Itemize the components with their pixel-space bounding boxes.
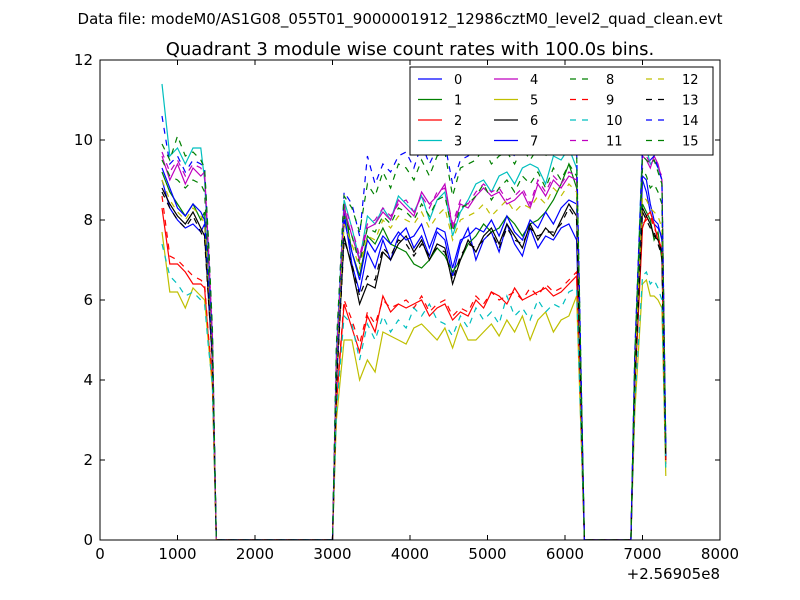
- series-line-2: [161, 207, 667, 540]
- x-tick-label: 7000: [623, 545, 661, 563]
- series-line-4: [161, 154, 667, 540]
- series-line-6: [161, 187, 667, 540]
- series-line-15: [161, 134, 667, 540]
- y-tick-label: 2: [83, 451, 93, 469]
- x-tick-label: 1000: [158, 545, 196, 563]
- data-file-label: Data file: modeM0/AS1G08_055T01_90000019…: [78, 10, 723, 29]
- series-line-5: [161, 231, 667, 540]
- x-tick-label: 8000: [701, 545, 739, 563]
- legend-label-0: 0: [454, 73, 462, 88]
- legend-label-4: 4: [530, 73, 538, 88]
- legend-label-6: 6: [530, 114, 538, 129]
- legend-label-12: 12: [682, 73, 699, 88]
- y-tick-label: 8: [83, 211, 93, 229]
- y-tick-label: 4: [83, 371, 93, 389]
- x-tick-label: 2000: [236, 545, 274, 563]
- x-tick-label: 0: [95, 545, 105, 563]
- legend-label-10: 10: [606, 114, 623, 129]
- y-tick-label: 12: [74, 51, 93, 69]
- series-line-10: [161, 243, 667, 540]
- series-line-1: [161, 162, 667, 540]
- legend-label-14: 14: [682, 114, 699, 129]
- series-line-3: [161, 83, 667, 540]
- legend-label-9: 9: [606, 94, 614, 109]
- legend-label-1: 1: [454, 94, 462, 109]
- x-tick-label: 6000: [546, 545, 584, 563]
- y-tick-label: 6: [83, 291, 93, 309]
- series-line-7: [161, 167, 667, 540]
- x-offset-label: +2.56905e8: [627, 565, 720, 583]
- x-axis: 0 1000 2000 3000 4000 5000 6000 7000 8000: [95, 60, 739, 563]
- series-line-11: [161, 150, 667, 540]
- y-tick-label: 0: [83, 531, 93, 549]
- legend-label-2: 2: [454, 114, 462, 129]
- series-line-9: [161, 195, 667, 540]
- legend-label-11: 11: [606, 135, 623, 150]
- series-line-12: [161, 179, 667, 540]
- chart-title: Quadrant 3 module wise count rates with …: [166, 39, 655, 60]
- legend-label-3: 3: [454, 135, 462, 150]
- legend-label-5: 5: [530, 94, 538, 109]
- legend-label-7: 7: [530, 135, 538, 150]
- legend-label-8: 8: [606, 73, 614, 88]
- legend-label-15: 15: [682, 135, 699, 150]
- series-line-0: [161, 179, 667, 540]
- x-tick-label: 5000: [468, 545, 506, 563]
- x-tick-label: 4000: [391, 545, 429, 563]
- series-line-8: [161, 159, 667, 540]
- y-tick-label: 10: [74, 131, 93, 149]
- x-tick-label: 3000: [313, 545, 351, 563]
- series-line-13: [161, 191, 667, 540]
- legend-label-13: 13: [682, 94, 699, 109]
